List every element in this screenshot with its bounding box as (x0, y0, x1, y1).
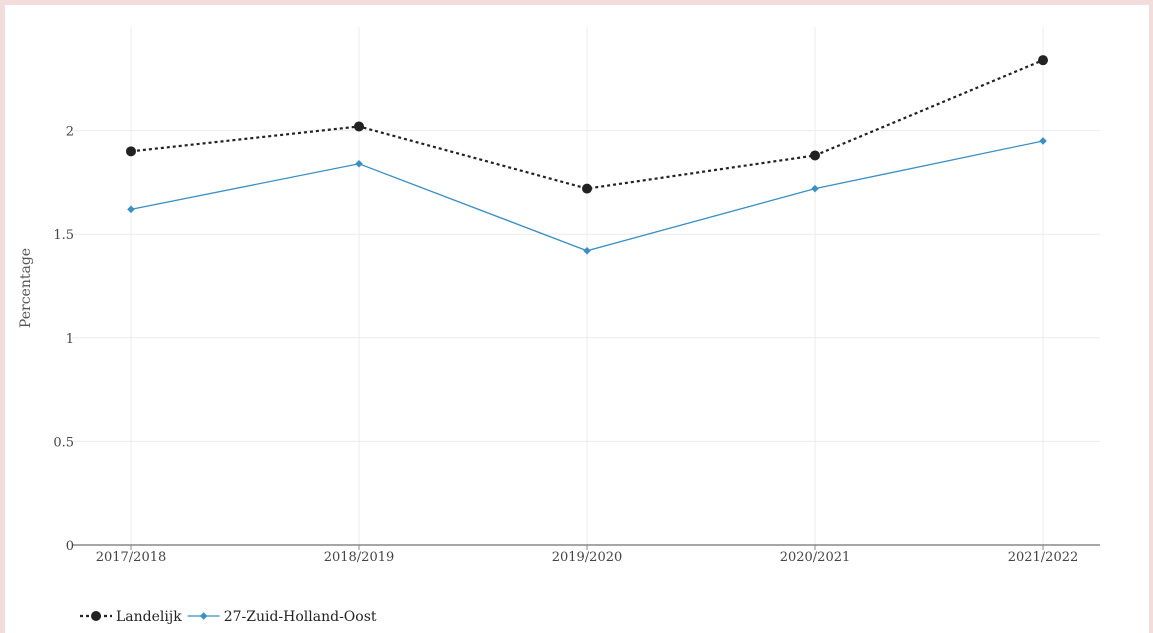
data-point[interactable] (1038, 55, 1048, 66)
data-point[interactable] (126, 146, 136, 157)
y-axis-title: Percentage (18, 248, 34, 328)
y-tick-label: 1.5 (53, 228, 74, 243)
x-tick-label: 2017/2018 (96, 550, 167, 565)
series-group (126, 55, 1048, 255)
data-point[interactable] (127, 205, 135, 214)
legend-label: 27-Zuid-Holland-Oost (224, 609, 377, 625)
y-tick-label: 2 (66, 125, 74, 140)
data-point[interactable] (354, 121, 364, 132)
series-1 (127, 137, 1047, 255)
axes (72, 544, 1100, 550)
y-tick-label: 0.5 (53, 435, 74, 450)
x-tick-label: 2021/2022 (1008, 550, 1079, 565)
legend-marker (199, 612, 208, 620)
legend-item-1[interactable]: 27-Zuid-Holland-Oost (187, 609, 377, 625)
data-point[interactable] (582, 183, 592, 194)
legend-item-0[interactable]: Landelijk (80, 609, 182, 625)
y-tick-label: 0 (66, 539, 74, 554)
legend: Landelijk 27-Zuid-Holland-Oost (80, 609, 377, 625)
data-point[interactable] (810, 150, 820, 161)
y-tick-labels: 0 0.5 1 1.5 2 (53, 125, 74, 554)
y-tick-label: 1 (66, 332, 74, 347)
data-point[interactable] (355, 159, 363, 168)
x-tick-labels: 2017/2018 2018/2019 2019/2020 2020/2021 2021… (96, 550, 1079, 565)
x-tick-label: 2018/2019 (324, 550, 395, 565)
series-line (130, 59, 1044, 190)
x-tick-label: 2020/2021 (780, 550, 851, 565)
grid-lines (72, 27, 1100, 545)
x-tick-label: 2019/2020 (552, 550, 623, 565)
series-0 (126, 55, 1048, 194)
data-point[interactable] (811, 184, 819, 193)
legend-label: Landelijk (116, 609, 182, 625)
legend-marker (91, 611, 101, 621)
data-point[interactable] (1039, 137, 1047, 145)
data-point[interactable] (583, 246, 591, 255)
